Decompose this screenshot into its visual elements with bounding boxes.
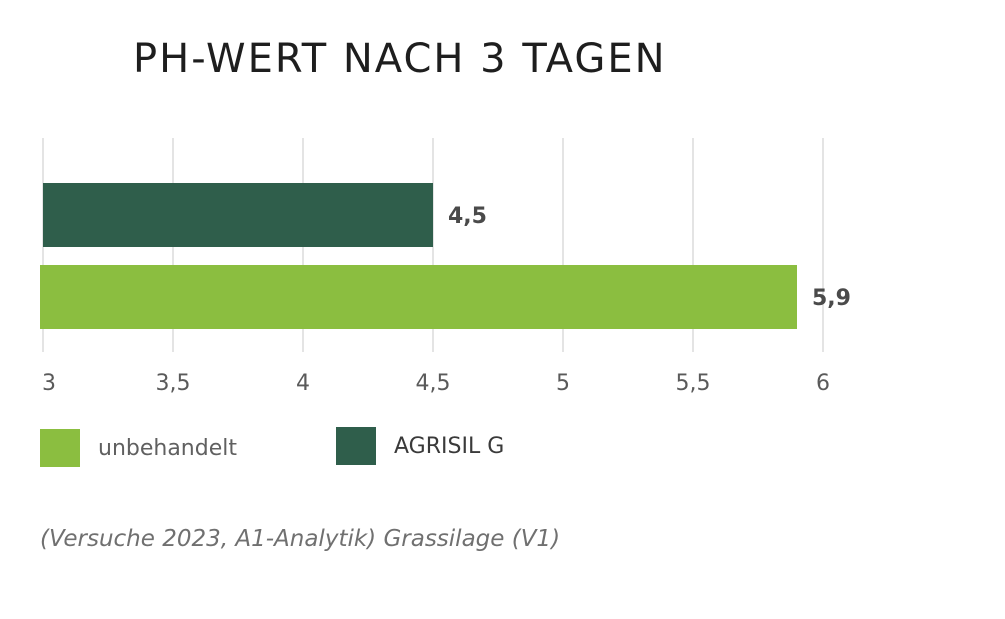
x-tick-label: 6: [816, 371, 830, 396]
legend-swatch-unbehandelt: [40, 429, 80, 467]
data-label: 4,5: [448, 204, 487, 229]
x-tick-label: 4: [296, 371, 310, 396]
bar: [40, 265, 797, 329]
legend-label-agrisil-g: AGRISIL G: [394, 433, 505, 459]
legend-item-unbehandelt: unbehandelt: [40, 428, 237, 468]
legend-label-unbehandelt: unbehandelt: [98, 435, 237, 461]
x-tick-label: 3,5: [156, 371, 191, 396]
legend-swatch-agrisil-g: [336, 427, 376, 465]
legend-item-agrisil-g: AGRISIL G: [336, 426, 504, 466]
data-labels: 4,5 5,9: [448, 204, 851, 311]
x-axis-tick-labels: 3 3,5 4 4,5 5 5,5 6: [42, 371, 830, 396]
bars: [40, 183, 797, 329]
x-tick-label: 5,5: [676, 371, 711, 396]
footnote: (Versuche 2023, A1-Analytik) Grassilage …: [40, 526, 561, 552]
data-label: 5,9: [812, 286, 851, 311]
x-tick-label: 5: [556, 371, 570, 396]
chart-title: PH-WERT NACH 3 TAGEN: [133, 36, 667, 82]
x-tick-label: 4,5: [416, 371, 451, 396]
bar: [43, 183, 433, 247]
x-tick-label: 3: [42, 371, 56, 396]
